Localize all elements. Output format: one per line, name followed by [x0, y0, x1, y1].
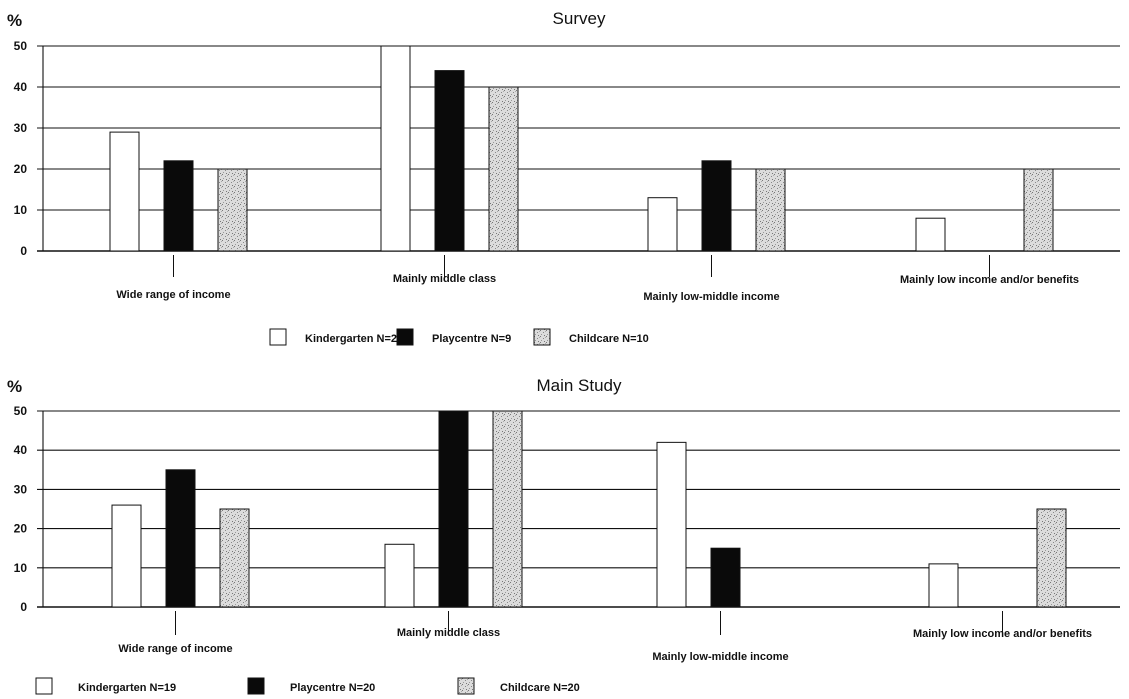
bar [217, 168, 248, 252]
x-category-label: Mainly low income and/or benefits [900, 274, 1079, 286]
x-category-label: Mainly low-middle income [643, 291, 779, 303]
legend: Kindergarten N=19 Playcentre N=20 Childcar… [35, 677, 580, 695]
legend-label: Childcare N=10 [569, 333, 649, 345]
legend-swatch [533, 328, 551, 346]
y-tick-label: 50 [14, 39, 28, 53]
chart-title: Main Study [536, 376, 622, 395]
legend-swatch [396, 328, 414, 346]
legend-label: Playcentre N=20 [290, 682, 375, 694]
bar [647, 197, 678, 252]
legend-swatch [269, 328, 287, 346]
chart-panel-2: Main Study% 0 10 20 30 40 50 Wide range of inco… [7, 376, 1120, 695]
y-axis-label: % [7, 377, 22, 396]
legend-swatch [35, 677, 53, 695]
bar [755, 168, 786, 252]
y-tick-label: 20 [14, 522, 28, 536]
bar [384, 543, 415, 608]
bar [701, 160, 732, 252]
bar [488, 86, 519, 252]
bar [219, 508, 250, 608]
x-category-label: Mainly middle class [397, 627, 500, 639]
legend-label: Kindergarten N=19 [78, 682, 176, 694]
bar [109, 131, 140, 252]
y-tick-label: 40 [14, 80, 28, 94]
legend-swatch [457, 677, 475, 695]
y-tick-label: 0 [20, 600, 27, 614]
legend: Kindergarten N=24 Playcentre N=9 Childcare… [269, 328, 649, 346]
y-tick-label: 50 [14, 404, 28, 418]
x-category-label: Mainly low-middle income [652, 651, 788, 663]
bar [915, 217, 946, 252]
y-tick-label: 30 [14, 121, 28, 135]
x-category-label: Mainly low income and/or benefits [913, 628, 1092, 640]
y-axis-label: % [7, 11, 22, 30]
x-category-label: Mainly middle class [393, 273, 496, 285]
legend-swatch [247, 677, 265, 695]
bar [492, 410, 523, 608]
bar [710, 547, 741, 608]
bar [111, 504, 142, 608]
bar [928, 563, 959, 608]
bar [656, 441, 687, 608]
y-tick-label: 0 [20, 244, 27, 258]
bar [163, 160, 194, 252]
y-tick-label: 10 [14, 561, 28, 575]
y-tick-label: 10 [14, 203, 28, 217]
bar [165, 469, 196, 608]
legend-label: Kindergarten N=24 [305, 333, 404, 345]
legend-label: Playcentre N=9 [432, 333, 511, 345]
chart-title: Survey [553, 9, 606, 28]
x-category-label: Wide range of income [118, 643, 232, 655]
bar [438, 410, 469, 608]
x-category-label: Wide range of income [116, 289, 230, 301]
legend-label: Childcare N=20 [500, 682, 580, 694]
y-tick-label: 40 [14, 443, 28, 457]
bar [1023, 168, 1054, 252]
bar [380, 45, 411, 252]
bar [1036, 508, 1067, 608]
y-tick-label: 20 [14, 162, 28, 176]
chart-panel-1: Survey% 0 10 20 30 40 50 Wide range of income Ma… [7, 9, 1120, 346]
bar [434, 70, 465, 252]
y-tick-label: 30 [14, 482, 28, 496]
